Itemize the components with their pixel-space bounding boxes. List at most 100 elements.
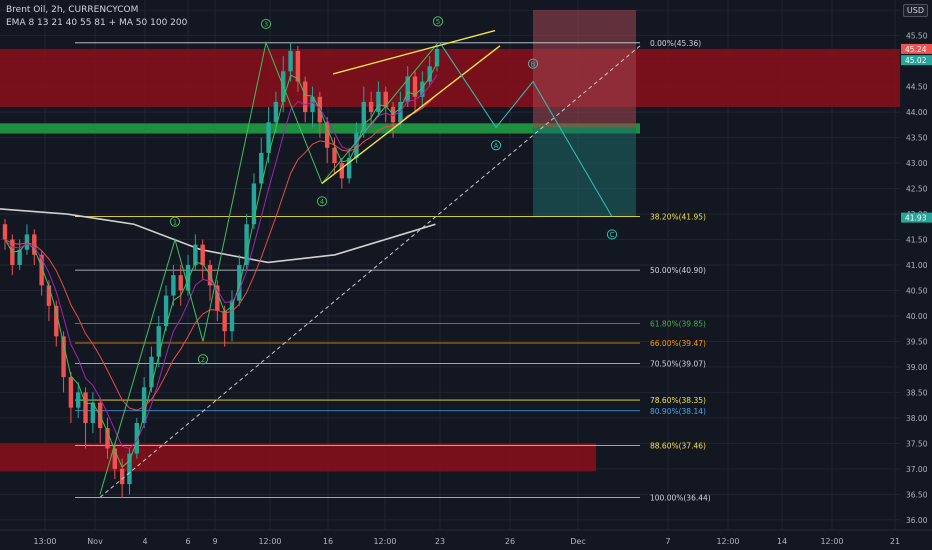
price-tag-label: 45.02 <box>905 56 927 65</box>
candle-body <box>83 392 88 423</box>
candle-body <box>68 377 74 408</box>
price-tag-label: 45.24 <box>905 45 927 54</box>
price-tag <box>901 212 932 223</box>
candle-body <box>76 392 81 408</box>
price-tick: 42.50 <box>906 185 928 194</box>
fib-label: 78.60%(38.35) <box>650 396 706 405</box>
price-tick: 37.00 <box>906 465 928 474</box>
candle-body <box>156 326 161 357</box>
wedge-upper <box>332 29 496 75</box>
time-tick: Nov <box>87 537 103 546</box>
price-tick: 43.50 <box>906 134 928 143</box>
candle-body <box>339 163 345 179</box>
time-tick: Dec <box>570 537 585 546</box>
price-tag <box>901 55 932 66</box>
candle-body <box>54 305 59 337</box>
candle-body <box>171 275 176 296</box>
time-tick: 9 <box>212 537 217 546</box>
candle-body <box>200 244 205 265</box>
candle-body <box>61 336 66 378</box>
price-tick: 39.00 <box>906 363 928 372</box>
time-tick: 26 <box>505 537 515 546</box>
candle-body <box>149 356 154 388</box>
candle-body <box>17 249 22 265</box>
price-tick: 44.00 <box>906 108 928 117</box>
time-axis <box>0 530 932 550</box>
price-tag-label: 41.93 <box>905 214 927 223</box>
fib-label: 100.00%(36.44) <box>650 493 711 502</box>
candle-body <box>266 122 271 153</box>
candle-body <box>244 224 249 265</box>
price-tick: 36.50 <box>906 490 928 499</box>
wave-label: C <box>610 231 615 239</box>
price-tick: 45.50 <box>906 32 928 41</box>
candle-body <box>215 285 220 311</box>
wave-label: 3 <box>264 21 268 29</box>
time-tick: 4 <box>142 537 147 546</box>
price-tick: 43.00 <box>906 159 928 168</box>
price-axis <box>900 0 932 550</box>
wave-label-circle <box>527 58 539 69</box>
candle-body <box>412 76 418 97</box>
candle-body <box>229 300 235 332</box>
ema-line <box>4 62 438 469</box>
candle-body <box>39 254 44 286</box>
candle-body <box>368 101 374 113</box>
candle-body <box>134 422 139 454</box>
candle-body <box>105 428 110 449</box>
fib-label: 66.00%(39.47) <box>650 339 706 348</box>
wave-label: 5 <box>436 18 440 26</box>
candle-body <box>119 468 125 485</box>
candle-body <box>178 275 183 291</box>
fib-label: 70.50%(39.07) <box>650 359 706 368</box>
fib-label: 61.80%(39.85) <box>650 320 706 329</box>
candle-body <box>141 387 147 423</box>
price-tag <box>901 43 932 54</box>
candle-body <box>434 48 440 67</box>
wave-label: 1 <box>173 218 177 226</box>
wave-label: B <box>531 60 536 68</box>
wave-label-circle <box>606 229 618 240</box>
wedge-lower <box>321 45 501 185</box>
ma200-line <box>0 208 436 264</box>
wave-label: A <box>494 142 499 150</box>
candle-body <box>295 50 301 82</box>
candle-body <box>361 101 366 133</box>
price-tick: 37.50 <box>906 439 928 448</box>
currency-button[interactable]: USD <box>902 4 928 17</box>
support-zone-bottom <box>0 443 596 472</box>
candle-body <box>259 152 264 184</box>
candle-body <box>46 285 52 306</box>
wave-label-circle <box>197 354 209 365</box>
candle-body <box>324 122 330 148</box>
wave-label: 2 <box>201 356 205 364</box>
price-tick: 40.50 <box>906 286 928 295</box>
candle-body <box>127 453 132 485</box>
time-tick: 21 <box>890 537 900 546</box>
candle-body <box>2 224 8 240</box>
price-tick: 44.50 <box>906 83 928 92</box>
candle-body <box>222 310 227 332</box>
elliott-wave-path <box>99 41 439 495</box>
time-tick: 12:00 <box>716 537 739 546</box>
candle-body <box>237 265 242 301</box>
wave-label: 4 <box>320 198 325 206</box>
candle-body <box>90 402 96 423</box>
ema-line <box>4 93 438 411</box>
candle-body <box>288 50 293 72</box>
price-tick: 38.50 <box>906 388 928 397</box>
candle-body <box>112 448 118 469</box>
time-tick: 12:00 <box>258 537 281 546</box>
time-tick: 7 <box>665 537 670 546</box>
fib-label: 38.20%(41.95) <box>650 213 706 222</box>
candle-body <box>405 76 410 102</box>
abc-projection <box>439 42 613 217</box>
take-profit-box <box>533 127 636 217</box>
candle-body <box>185 265 191 291</box>
candle-body <box>303 81 308 113</box>
wave-label-circle <box>316 196 328 207</box>
time-tick: 14 <box>777 537 787 546</box>
price-tick: 36.00 <box>906 516 928 525</box>
time-tick: 12:00 <box>820 537 843 546</box>
